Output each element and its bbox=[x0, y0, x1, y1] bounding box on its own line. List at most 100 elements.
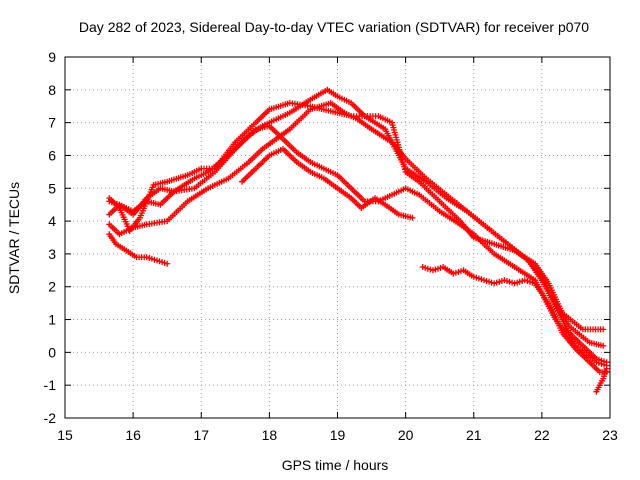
y-tick-label: 2 bbox=[48, 279, 56, 295]
point-marker bbox=[538, 277, 558, 308]
point-marker bbox=[348, 99, 366, 118]
point-marker bbox=[143, 254, 158, 263]
point-marker bbox=[525, 257, 544, 282]
point-marker bbox=[382, 201, 400, 217]
series-track-h bbox=[593, 365, 610, 395]
point-marker bbox=[252, 154, 271, 172]
point-marker bbox=[143, 218, 168, 228]
series-track-d bbox=[106, 122, 610, 369]
x-tick-label: 17 bbox=[193, 427, 209, 443]
x-tick-label: 19 bbox=[330, 427, 346, 443]
point-marker bbox=[106, 198, 120, 207]
x-tick-label: 15 bbox=[57, 427, 73, 443]
x-tick-label: 23 bbox=[602, 427, 618, 443]
point-marker bbox=[358, 196, 376, 211]
x-tick-label: 22 bbox=[534, 427, 550, 443]
point-marker bbox=[123, 247, 138, 259]
point-marker bbox=[130, 199, 148, 215]
point-marker bbox=[552, 303, 571, 334]
point-marker bbox=[600, 326, 607, 333]
point-marker bbox=[511, 264, 536, 282]
chart-title: Day 282 of 2023, Sidereal Day-to-day VTE… bbox=[79, 19, 589, 35]
y-tick-label: 4 bbox=[48, 213, 56, 229]
point-marker bbox=[348, 185, 366, 203]
series-track-a bbox=[106, 99, 607, 333]
point-marker bbox=[106, 231, 118, 246]
point-marker bbox=[566, 329, 584, 348]
point-marker bbox=[106, 221, 121, 236]
point-marker bbox=[368, 126, 393, 144]
point-marker bbox=[143, 186, 162, 202]
point-marker bbox=[593, 384, 602, 395]
point-marker bbox=[593, 355, 607, 365]
point-marker bbox=[334, 172, 353, 190]
point-marker bbox=[191, 170, 209, 182]
point-marker bbox=[157, 190, 176, 208]
point-marker bbox=[191, 170, 216, 192]
point-marker bbox=[324, 86, 339, 99]
point-marker bbox=[266, 100, 291, 113]
data-series bbox=[106, 86, 610, 395]
point-marker bbox=[375, 113, 393, 125]
point-marker bbox=[586, 359, 602, 374]
point-marker bbox=[603, 365, 610, 372]
point-marker bbox=[184, 166, 202, 179]
point-marker bbox=[429, 264, 444, 274]
point-marker bbox=[286, 108, 312, 133]
point-marker bbox=[293, 159, 312, 174]
point-marker bbox=[470, 273, 485, 283]
x-tick-label: 16 bbox=[125, 427, 141, 443]
point-marker bbox=[600, 342, 607, 349]
point-marker bbox=[211, 147, 237, 175]
point-marker bbox=[286, 98, 312, 116]
y-tick-label: 5 bbox=[48, 180, 56, 196]
series-track-f bbox=[239, 145, 416, 221]
point-marker bbox=[457, 221, 475, 236]
point-marker bbox=[440, 264, 455, 276]
point-marker bbox=[491, 250, 516, 269]
x-tick-label: 18 bbox=[262, 427, 278, 443]
point-marker bbox=[307, 100, 332, 113]
point-marker bbox=[419, 264, 434, 273]
y-tick-label: 1 bbox=[48, 312, 56, 328]
point-marker bbox=[409, 214, 416, 221]
point-marker bbox=[389, 139, 408, 160]
point-marker bbox=[504, 241, 530, 262]
point-marker bbox=[470, 231, 496, 256]
point-marker bbox=[423, 178, 448, 200]
point-marker bbox=[460, 267, 475, 279]
point-marker bbox=[596, 377, 606, 389]
point-marker bbox=[389, 186, 407, 198]
series-track-b bbox=[106, 86, 607, 349]
point-marker bbox=[600, 368, 609, 382]
point-marker bbox=[436, 208, 462, 227]
point-marker bbox=[307, 159, 325, 171]
point-marker bbox=[164, 260, 171, 267]
point-marker bbox=[450, 268, 464, 277]
point-marker bbox=[511, 278, 526, 287]
point-marker bbox=[280, 145, 298, 164]
point-marker bbox=[307, 88, 329, 103]
point-marker bbox=[259, 137, 278, 152]
point-marker bbox=[341, 109, 359, 122]
point-marker bbox=[416, 191, 441, 213]
point-marker bbox=[436, 198, 462, 223]
point-marker bbox=[416, 178, 441, 203]
point-marker bbox=[232, 128, 257, 152]
point-marker bbox=[327, 99, 346, 115]
series-track-c bbox=[106, 99, 610, 366]
point-marker bbox=[116, 225, 134, 238]
point-marker bbox=[266, 122, 285, 141]
y-tick-label: 3 bbox=[48, 246, 56, 262]
point-marker bbox=[579, 326, 604, 333]
point-marker bbox=[532, 280, 544, 295]
point-marker bbox=[579, 342, 598, 361]
point-marker bbox=[273, 110, 291, 123]
y-tick-label: 0 bbox=[48, 344, 56, 360]
point-marker bbox=[293, 149, 312, 164]
point-marker bbox=[402, 165, 427, 184]
point-marker bbox=[395, 211, 414, 221]
point-marker bbox=[402, 168, 421, 184]
point-marker bbox=[239, 167, 257, 185]
